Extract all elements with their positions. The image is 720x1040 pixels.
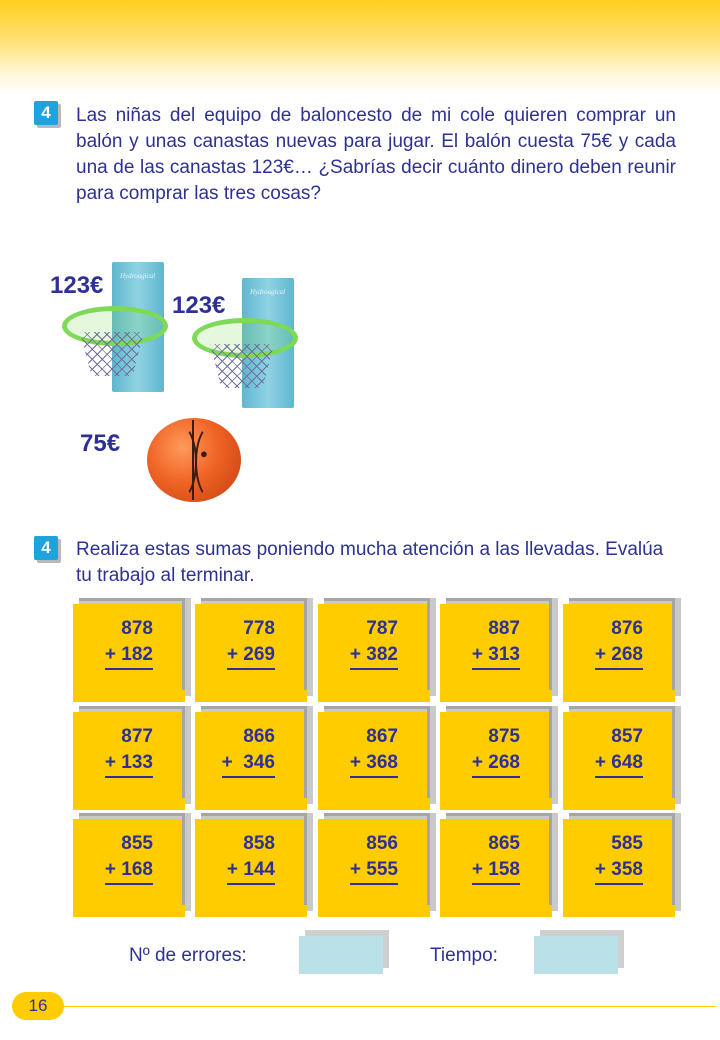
addition-problem: 877 + 133 [104, 724, 153, 778]
addend-bottom: + 382 [349, 642, 398, 670]
sum-card-frame [201, 706, 307, 798]
exercise-number-badge: 4 [34, 101, 58, 125]
footer-rule [60, 1006, 716, 1007]
addend-top: 857 [611, 726, 643, 747]
sum-card-frame [79, 706, 185, 798]
sum-card[interactable]: 585 + 358 [563, 813, 681, 917]
addend-top: 876 [611, 618, 643, 639]
sum-card[interactable]: 856 + 555 [318, 813, 436, 917]
addend-top: 778 [243, 618, 275, 639]
addition-problem: 878 + 182 [104, 616, 153, 670]
sum-card[interactable]: 875 + 268 [440, 706, 558, 810]
addend-top: 878 [121, 618, 153, 639]
basketball-image: ● [147, 418, 241, 502]
addend-bottom: + 368 [349, 750, 398, 778]
sum-card[interactable]: 878 + 182 [73, 598, 191, 702]
addend-bottom: + 168 [104, 857, 153, 885]
addend-bottom: + 269 [226, 642, 275, 670]
ball-logo-icon: ● [200, 446, 208, 461]
sum-card[interactable]: 855 + 168 [73, 813, 191, 917]
addition-problem: 876 + 268 [594, 616, 643, 670]
addend-bottom: + 346 [221, 750, 275, 778]
addend-top: 865 [488, 833, 520, 854]
sum-card-frame [201, 598, 307, 690]
sum-card[interactable]: 787 + 382 [318, 598, 436, 702]
addend-top: 887 [488, 618, 520, 639]
addition-problem: 856 + 555 [349, 831, 398, 885]
sum-card-frame [324, 598, 430, 690]
hoop-net-2 [210, 344, 274, 388]
addend-bottom: + 268 [471, 750, 520, 778]
hoop-net-1 [80, 332, 144, 376]
sum-card[interactable]: 877 + 133 [73, 706, 191, 810]
sum-card-frame [201, 813, 307, 905]
addend-top: 867 [366, 726, 398, 747]
sum-card[interactable]: 876 + 268 [563, 598, 681, 702]
addend-bottom: + 182 [104, 642, 153, 670]
page-number: 16 [12, 992, 64, 1020]
sum-card-frame [446, 706, 552, 798]
sum-card-frame [324, 706, 430, 798]
ball-seam-right [195, 424, 229, 500]
sum-card[interactable]: 865 + 158 [440, 813, 558, 917]
sum-card-frame [569, 706, 675, 798]
backboard-2-label: Hydroagical [250, 288, 286, 296]
addend-top: 787 [366, 618, 398, 639]
addition-problem: 585 + 358 [594, 831, 643, 885]
sum-card[interactable]: 866 + 346 [195, 706, 313, 810]
sum-card[interactable]: 778 + 269 [195, 598, 313, 702]
addition-problem: 855 + 168 [104, 831, 153, 885]
addition-problem: 857 + 648 [594, 724, 643, 778]
sum-card-frame [569, 598, 675, 690]
addend-bottom: + 158 [471, 857, 520, 885]
top-header-band [0, 0, 720, 95]
addend-top: 855 [121, 833, 153, 854]
addend-bottom: + 313 [471, 642, 520, 670]
addend-bottom: + 358 [594, 857, 643, 885]
addition-problem: 887 + 313 [471, 616, 520, 670]
addend-bottom: + 648 [594, 750, 643, 778]
addition-problem: 867 + 368 [349, 724, 398, 778]
addition-problem: 787 + 382 [349, 616, 398, 670]
addend-top: 877 [121, 726, 153, 747]
time-label: Tiempo: [430, 945, 498, 966]
sum-card[interactable]: 887 + 313 [440, 598, 558, 702]
sum-card[interactable]: 867 + 368 [318, 706, 436, 810]
sum-card-frame [446, 598, 552, 690]
time-answer-box[interactable] [534, 930, 624, 974]
sum-card[interactable]: 858 + 144 [195, 813, 313, 917]
addend-bottom: + 555 [349, 857, 398, 885]
sum-card[interactable]: 857 + 648 [563, 706, 681, 810]
backboard-1-label: Hydroagical [120, 272, 156, 280]
exercise-number-badge: 4 [34, 536, 58, 560]
sum-card-frame [79, 813, 185, 905]
sum-card-frame [446, 813, 552, 905]
sum-card-frame [569, 813, 675, 905]
addend-bottom: + 133 [104, 750, 153, 778]
errors-label: Nº de errores: [129, 945, 247, 966]
addend-top: 585 [611, 833, 643, 854]
addition-problem: 778 + 269 [226, 616, 275, 670]
addend-top: 875 [488, 726, 520, 747]
exercise-2-text: Realiza estas sumas poniendo mucha atenc… [76, 539, 664, 586]
basket-1-price: 123€ [50, 272, 104, 299]
addition-problem: 865 + 158 [471, 831, 520, 885]
addend-top: 858 [243, 833, 275, 854]
ball-price: 75€ [80, 430, 121, 457]
errors-answer-box[interactable] [299, 930, 389, 974]
addend-top: 866 [243, 726, 275, 747]
basket-2-price: 123€ [172, 292, 226, 319]
ball-seam-center [192, 420, 194, 500]
addend-bottom: + 144 [226, 857, 275, 885]
addend-bottom: + 268 [594, 642, 643, 670]
sum-card-frame [79, 598, 185, 690]
addition-problem: 866 + 346 [221, 724, 275, 778]
addition-problem: 875 + 268 [471, 724, 520, 778]
exercise-1-text: Las niñas del equipo de baloncesto de mi… [76, 105, 676, 204]
sum-card-frame [324, 813, 430, 905]
addend-top: 856 [366, 833, 398, 854]
addition-problem: 858 + 144 [226, 831, 275, 885]
